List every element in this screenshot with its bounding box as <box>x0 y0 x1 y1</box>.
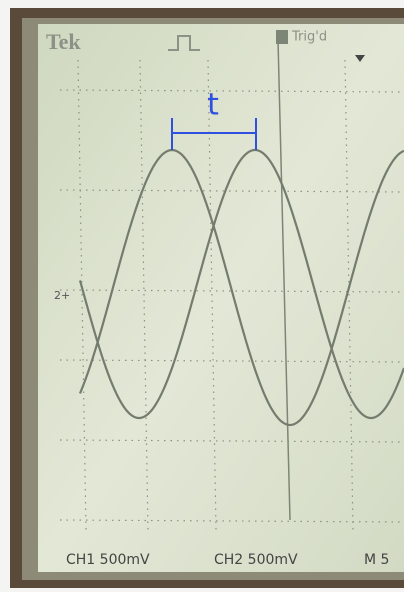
channel-marker: 2+ <box>54 289 70 302</box>
trig-status: Trig'd <box>291 30 327 45</box>
ch2-label: CH2 500mV <box>214 552 298 568</box>
page: Tek Trig'd 2+ t CH1 500mV CH2 500mV M 5 … <box>0 0 404 592</box>
trig-icon <box>276 30 288 44</box>
screen <box>38 24 404 572</box>
ch1-label: CH1 500mV <box>66 552 150 568</box>
brand: Tek <box>46 29 81 54</box>
period-label: t <box>207 88 219 123</box>
oscilloscope-photo: Tek Trig'd 2+ t CH1 500mV CH2 500mV M 5 <box>0 0 404 592</box>
timebase-label: M 5 <box>364 552 389 568</box>
